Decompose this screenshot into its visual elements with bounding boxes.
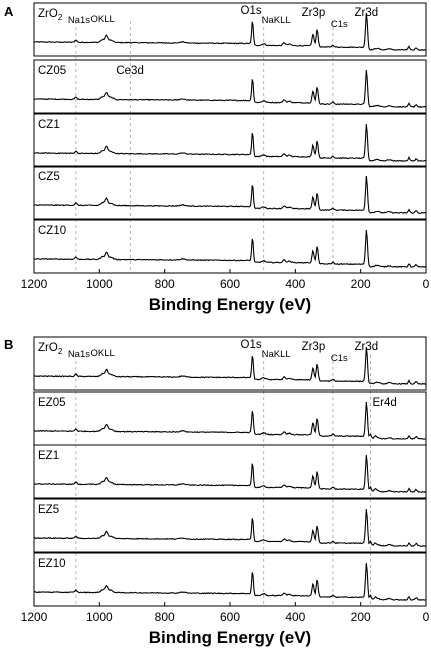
spectrum-line (33, 69, 427, 108)
x-tick-label: 0 (423, 277, 430, 291)
peak-label: OKLL (91, 14, 115, 25)
sample-label: CZ5 (38, 171, 60, 183)
row-frame (33, 444, 427, 499)
x-tick-label: 1000 (86, 277, 113, 291)
peak-label: Na1s (68, 15, 90, 26)
row-frame (33, 498, 427, 553)
spectrum-line (34, 123, 427, 162)
x-tick-label: 400 (285, 610, 305, 624)
x-tick-label: 800 (155, 277, 175, 291)
sample-label: EZ5 (38, 504, 59, 516)
spectrum-line (33, 229, 427, 268)
spectrum-line (33, 508, 427, 547)
row-frame (33, 336, 427, 391)
spectrum-line (33, 175, 427, 214)
panel-letter: A (4, 4, 14, 19)
x-tick-label: 600 (220, 277, 240, 291)
peak-label: NaKLL (262, 349, 291, 360)
sample-label: EZ05 (38, 397, 66, 409)
peak-label: C1s (331, 19, 348, 30)
sample-label: ZrO2 (38, 342, 63, 356)
peak-label: Zr3d (355, 7, 379, 19)
x-tick-label: 1200 (21, 610, 48, 624)
sample-label: CZ05 (38, 65, 66, 77)
sample-label: CZ1 (38, 119, 60, 131)
x-tick-label: 1200 (21, 277, 48, 291)
peak-label: C1s (331, 353, 348, 364)
x-tick-label: 800 (155, 610, 175, 624)
x-tick-label: 200 (351, 277, 371, 291)
sample-label: EZ1 (38, 450, 59, 462)
row-frame (33, 113, 427, 168)
x-axis-label: Binding Energy (eV) (149, 628, 311, 647)
panel-letter: B (4, 337, 13, 352)
sample-label: CZ10 (38, 225, 66, 237)
spectrum-line (33, 12, 427, 51)
peak-label: Ce3d (116, 65, 144, 77)
x-tick-label: 400 (285, 277, 305, 291)
peak-label: Na1s (68, 349, 90, 360)
peak-label: OKLL (91, 348, 115, 359)
row-frame (33, 59, 427, 114)
x-axis-label: Binding Energy (eV) (149, 295, 311, 314)
x-tick-label: 0 (423, 610, 430, 624)
peak-label: Er4d (372, 397, 396, 409)
sample-label: ZrO2 (38, 8, 63, 22)
x-tick-label: 200 (351, 610, 371, 624)
spectrum-line (33, 562, 427, 601)
peak-label: O1s (241, 339, 262, 351)
peak-label: O1s (241, 5, 262, 17)
row-frame (33, 2, 427, 57)
peak-label: Zr3p (302, 341, 326, 353)
peak-label: Zr3d (355, 341, 379, 353)
spectrum-line (33, 401, 426, 440)
spectrum-line (33, 346, 427, 385)
x-tick-label: 1000 (86, 610, 113, 624)
peak-label: NaKLL (262, 15, 291, 26)
row-frame (33, 165, 427, 220)
spectrum-line (33, 454, 427, 493)
peak-label: Zr3p (302, 7, 326, 19)
sample-label: EZ10 (38, 558, 66, 570)
x-tick-label: 600 (220, 610, 240, 624)
